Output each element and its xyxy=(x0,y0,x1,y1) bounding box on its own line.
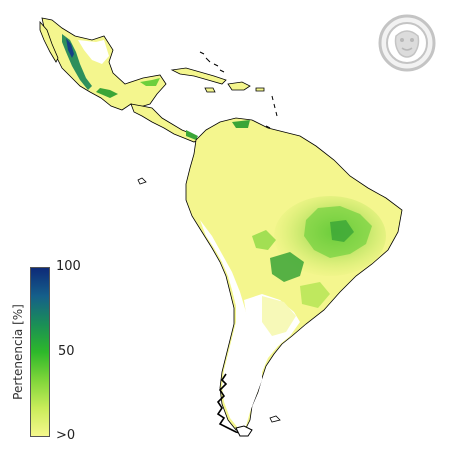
venezuela-coast-green xyxy=(232,120,250,128)
legend-tick-min: >0 xyxy=(56,428,76,443)
jamaica-island xyxy=(204,87,216,93)
legend-tick-max: 100 xyxy=(56,259,81,274)
mexico-desert-area xyxy=(78,40,109,64)
puerto-rico-island xyxy=(255,87,265,92)
galapagos-islands xyxy=(137,177,147,185)
hispaniola-island xyxy=(227,81,251,91)
andes-white-area xyxy=(200,220,262,428)
legend-title: Pertenencia [%] xyxy=(11,304,25,400)
legend-color-bar xyxy=(30,267,50,437)
southern-brazil-green xyxy=(300,282,330,308)
central-america-green xyxy=(186,130,198,140)
southern-mexico-green xyxy=(96,88,118,98)
central-brazil-dark xyxy=(330,220,354,242)
lesser-antilles xyxy=(265,95,278,129)
baja-california xyxy=(39,20,59,63)
pantanal-green xyxy=(270,252,304,282)
sierra-madre-peak xyxy=(66,38,74,58)
legend-tick-mid: 50 xyxy=(58,344,75,359)
falkland-islands xyxy=(269,415,281,423)
yucatan-green xyxy=(140,78,160,86)
cuba-island xyxy=(170,67,227,85)
chaco-green xyxy=(252,230,276,250)
patagonia-fjords xyxy=(216,373,245,435)
mexico-region xyxy=(41,17,167,111)
tierra-del-fuego xyxy=(235,425,253,437)
pampas-light xyxy=(262,296,296,336)
bahamas-islands xyxy=(199,51,225,73)
jaguar-emblem-icon xyxy=(378,14,436,72)
